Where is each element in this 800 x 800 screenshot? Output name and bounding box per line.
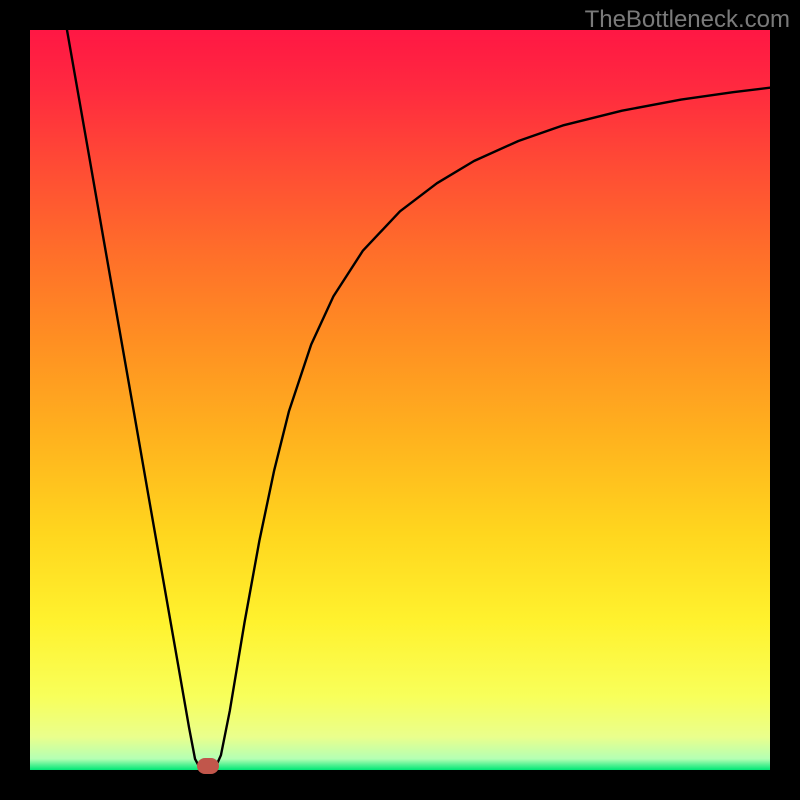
bottleneck-curve-layer <box>30 30 770 770</box>
optimal-point-marker <box>197 758 219 774</box>
bottleneck-curve <box>67 30 770 769</box>
chart-container: TheBottleneck.com <box>0 0 800 800</box>
